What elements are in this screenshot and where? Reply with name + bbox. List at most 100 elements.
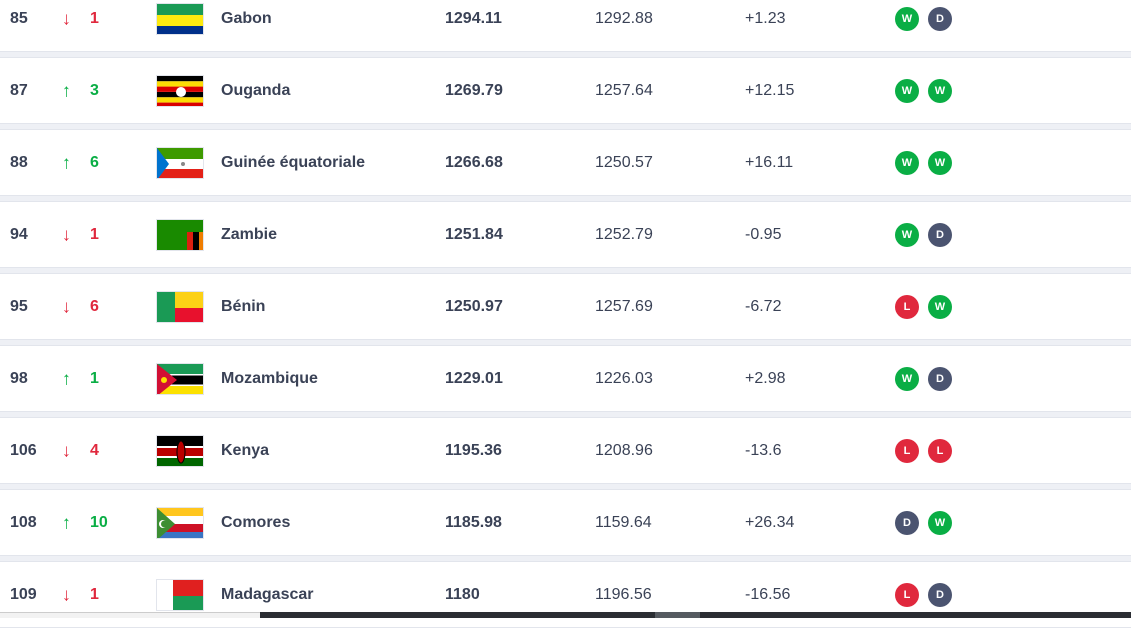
result-badge: D [928, 582, 952, 607]
arrow-up-icon: ↑ [62, 512, 71, 532]
previous-points: 1292.88 [595, 9, 653, 27]
result-badge: L [895, 582, 919, 607]
arrow-up-icon: ↑ [62, 80, 71, 100]
scrollbar-thumb[interactable] [655, 612, 700, 618]
points-diff: +12.15 [745, 81, 795, 99]
points: 1266.68 [445, 153, 503, 171]
rank: 95 [10, 297, 28, 315]
country-name[interactable]: Madagascar [221, 585, 314, 603]
country-name[interactable]: Mozambique [221, 369, 318, 387]
points: 1251.84 [445, 225, 503, 243]
result-badge: W [895, 150, 919, 175]
country-name[interactable]: Zambie [221, 225, 278, 243]
arrow-down-icon: ↓ [62, 440, 71, 460]
table-row[interactable]: 87 ↑ 3 Ouganda 1269.79 1257.64 +12.15 W W [0, 57, 1131, 124]
flag-gabon [156, 2, 204, 35]
country-name[interactable]: Guinée équatoriale [221, 153, 366, 171]
points-diff: -13.6 [745, 441, 782, 459]
previous-points: 1250.57 [595, 153, 653, 171]
rank-change: 1 [90, 369, 99, 387]
previous-points: 1252.79 [595, 225, 653, 243]
points-diff: +16.11 [745, 153, 794, 171]
result-badge: L [895, 294, 919, 319]
country-name[interactable]: Kenya [221, 441, 270, 459]
rank-change: 1 [90, 585, 99, 603]
country-name[interactable]: Gabon [221, 9, 272, 27]
table-row[interactable]: 88 ↑ 6 Guinée équatoriale 1266.68 1250.57 +16.… [0, 129, 1131, 196]
points: 1185.98 [445, 513, 502, 531]
table-row[interactable]: 94 ↓ 1 Zambie 1251.84 1252.79 -0.95 W D [0, 201, 1131, 268]
table-row[interactable]: 85 ↓ 1 Gabon 1294.11 1292.88 +1.23 W D [0, 0, 1131, 52]
points: 1269.79 [445, 81, 503, 99]
rank-change: 3 [90, 81, 99, 99]
points: 1195.36 [445, 441, 502, 459]
rank-change: 1 [90, 9, 99, 27]
rank-change: 4 [90, 441, 99, 459]
arrow-down-icon: ↓ [62, 296, 71, 316]
points: 1250.97 [445, 297, 503, 315]
table-row[interactable]: 108 ↑ 10 Comores 1185.98 1159.64 +26.34 D W [0, 489, 1131, 556]
points-diff: -16.56 [745, 585, 791, 603]
previous-points: 1257.69 [595, 297, 653, 315]
arrow-down-icon: ↓ [62, 584, 71, 604]
result-badge: D [928, 366, 952, 391]
rank-change: 10 [90, 513, 108, 531]
rank: 109 [10, 585, 37, 603]
result-badge: W [928, 294, 952, 319]
result-badge: D [928, 6, 952, 31]
rank: 108 [10, 513, 37, 531]
rank: 87 [10, 81, 28, 99]
arrow-down-icon: ↓ [62, 224, 71, 244]
result-badge: W [928, 150, 952, 175]
result-badge: D [928, 222, 952, 247]
country-name[interactable]: Bénin [221, 297, 266, 315]
table-row[interactable]: 95 ↓ 6 Bénin 1250.97 1257.69 -6.72 L W [0, 273, 1131, 340]
points-diff: +1.23 [745, 9, 786, 27]
rank: 98 [10, 369, 28, 387]
flag-zambia [156, 218, 204, 251]
previous-points: 1208.96 [595, 441, 653, 459]
rank-change: 1 [90, 225, 99, 243]
previous-points: 1196.56 [595, 585, 652, 603]
rank: 88 [10, 153, 28, 171]
table-row[interactable]: 98 ↑ 1 Mozambique 1229.01 1226.03 +2.98 W D [0, 345, 1131, 412]
result-badge: L [928, 438, 952, 463]
previous-points: 1257.64 [595, 81, 653, 99]
flag-mozambique [156, 362, 204, 395]
points-diff: -0.95 [745, 225, 782, 243]
result-badge: W [895, 366, 919, 391]
previous-points: 1159.64 [595, 513, 652, 531]
rank: 106 [10, 441, 37, 459]
result-badge: W [928, 510, 952, 535]
result-badge: W [895, 222, 919, 247]
country-name[interactable]: Comores [221, 513, 291, 531]
rank-change: 6 [90, 153, 99, 171]
arrow-up-icon: ↑ [62, 368, 71, 388]
table-row[interactable]: 106 ↓ 4 Kenya 1195.36 1208.96 -13.6 L L [0, 417, 1131, 484]
rank: 94 [10, 225, 28, 243]
country-name[interactable]: Ouganda [221, 81, 291, 99]
points: 1229.01 [445, 369, 503, 387]
points: 1180 [445, 585, 480, 603]
points: 1294.11 [445, 9, 502, 27]
flag-comoros [156, 506, 204, 539]
flag-equatorial-guinea [156, 146, 204, 179]
flag-uganda [156, 74, 204, 107]
result-badge: W [895, 6, 919, 31]
points-diff: +26.34 [745, 513, 795, 531]
points-diff: +2.98 [745, 369, 786, 387]
rank: 85 [10, 9, 28, 27]
previous-points: 1226.03 [595, 369, 653, 387]
rank-change: 6 [90, 297, 99, 315]
flag-benin [156, 290, 204, 323]
result-badge: W [895, 78, 919, 103]
